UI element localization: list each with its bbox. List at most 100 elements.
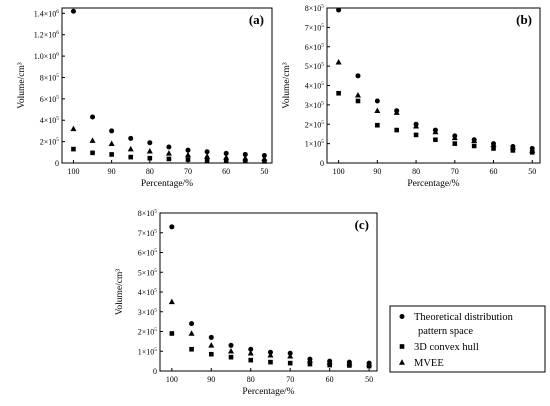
data-point-circle bbox=[147, 140, 153, 146]
y-tick-label: 1.2×106 bbox=[34, 30, 60, 40]
y-axis-label: Volume/cm³ bbox=[17, 62, 27, 109]
y-tick-label: 1.4×106 bbox=[34, 9, 60, 19]
data-point-triangle bbox=[287, 352, 294, 359]
data-point-square bbox=[128, 154, 134, 160]
data-point-circle bbox=[109, 128, 115, 134]
y-tick-label: 6×105 bbox=[305, 42, 325, 52]
x-tick-label: 70 bbox=[184, 167, 192, 176]
data-point-triangle bbox=[413, 122, 420, 129]
data-point-square bbox=[242, 158, 248, 164]
x-tick-label: 90 bbox=[207, 375, 215, 384]
x-tick-label: 80 bbox=[247, 375, 255, 384]
y-tick-label: 4×105 bbox=[40, 116, 60, 126]
x-tick-label: 60 bbox=[326, 375, 334, 384]
data-point-circle bbox=[169, 224, 175, 230]
x-axis-label: Percentage/% bbox=[407, 179, 459, 189]
legend-marker-triangle bbox=[399, 359, 405, 365]
data-point-triangle bbox=[306, 356, 313, 363]
data-point-circle bbox=[166, 144, 172, 150]
x-tick-label: 50 bbox=[260, 167, 268, 176]
x-axis-label: Percentage/% bbox=[141, 179, 193, 189]
series-triangle bbox=[168, 298, 373, 367]
data-point-circle bbox=[261, 153, 267, 159]
y-tick-label: 1×105 bbox=[305, 139, 325, 149]
y-tick-label: 3×105 bbox=[138, 307, 158, 317]
data-point-square bbox=[248, 357, 254, 363]
data-point-square bbox=[355, 98, 361, 104]
y-tick-label: 4×105 bbox=[305, 81, 325, 91]
data-point-square bbox=[327, 362, 332, 368]
legend-box bbox=[389, 305, 546, 373]
x-tick-label: 90 bbox=[108, 167, 116, 176]
y-tick-label: 3×105 bbox=[305, 100, 325, 110]
data-point-circle bbox=[374, 98, 380, 104]
x-tick-label: 100 bbox=[166, 375, 178, 384]
data-point-triangle bbox=[208, 342, 215, 348]
data-point-circle bbox=[189, 321, 195, 327]
x-tick-label: 100 bbox=[67, 167, 79, 176]
data-point-triangle bbox=[366, 360, 373, 367]
data-point-circle bbox=[90, 114, 96, 120]
series-triangle bbox=[335, 59, 536, 153]
data-point-square bbox=[169, 331, 175, 336]
data-point-triangle bbox=[185, 151, 191, 158]
data-point-square bbox=[307, 361, 313, 367]
data-point-square bbox=[347, 363, 352, 368]
data-point-square bbox=[90, 150, 95, 156]
legend-label: pattern space bbox=[418, 326, 473, 337]
data-point-circle bbox=[242, 151, 248, 157]
x-tick-label: 90 bbox=[373, 167, 381, 176]
series-circle bbox=[70, 8, 267, 159]
data-point-triangle bbox=[168, 298, 175, 305]
series-square bbox=[71, 146, 267, 164]
x-axis-label: Percentage/% bbox=[242, 387, 294, 397]
y-tick-label: 0 bbox=[153, 367, 157, 376]
data-point-triangle bbox=[165, 150, 172, 156]
panel-label: (b) bbox=[516, 12, 532, 27]
data-point-triangle bbox=[242, 154, 249, 161]
data-point-triangle bbox=[267, 352, 274, 358]
y-tick-label: 8×105 bbox=[40, 73, 60, 83]
y-tick-label: 7×105 bbox=[138, 228, 158, 238]
data-point-square bbox=[228, 354, 234, 360]
data-point-circle bbox=[185, 147, 191, 153]
data-point-triangle bbox=[354, 91, 361, 98]
y-tick-label: 7×105 bbox=[305, 23, 325, 33]
data-point-triangle bbox=[89, 137, 96, 143]
y-tick-label: 5×105 bbox=[305, 62, 325, 72]
series-square bbox=[336, 90, 535, 155]
y-tick-label: 2×105 bbox=[40, 137, 60, 147]
data-point-triangle bbox=[261, 155, 268, 162]
data-point-circle bbox=[208, 334, 214, 340]
x-tick-label: 60 bbox=[222, 167, 230, 176]
data-point-square bbox=[223, 158, 229, 163]
data-point-triangle bbox=[335, 59, 342, 65]
data-point-circle bbox=[248, 346, 254, 352]
data-point-triangle bbox=[223, 154, 230, 160]
data-point-triangle bbox=[70, 125, 77, 132]
y-tick-label: 0 bbox=[55, 159, 59, 168]
data-point-triangle bbox=[374, 107, 381, 113]
x-tick-label: 60 bbox=[490, 167, 498, 176]
data-point-triangle bbox=[326, 358, 333, 365]
panel-label: (a) bbox=[249, 12, 264, 27]
data-point-square bbox=[71, 146, 76, 152]
panel-label: (c) bbox=[355, 217, 369, 232]
data-point-circle bbox=[336, 7, 342, 13]
x-tick-label: 80 bbox=[146, 167, 154, 176]
y-tick-label: 5×105 bbox=[138, 268, 158, 278]
data-point-triangle bbox=[108, 140, 115, 147]
y-tick-label: 0 bbox=[320, 159, 324, 168]
series-circle bbox=[169, 224, 372, 366]
data-point-triangle bbox=[127, 145, 134, 152]
data-point-square bbox=[433, 137, 438, 143]
y-axis-label: Volume/cm³ bbox=[115, 269, 125, 316]
legend-label: MVEE bbox=[414, 358, 444, 369]
data-point-triangle bbox=[432, 128, 439, 135]
data-point-square bbox=[147, 155, 153, 161]
x-tick-label: 100 bbox=[333, 167, 345, 176]
data-point-triangle bbox=[188, 330, 195, 336]
plot-frame bbox=[61, 7, 273, 164]
data-point-square bbox=[394, 127, 400, 133]
data-point-square bbox=[452, 141, 458, 146]
